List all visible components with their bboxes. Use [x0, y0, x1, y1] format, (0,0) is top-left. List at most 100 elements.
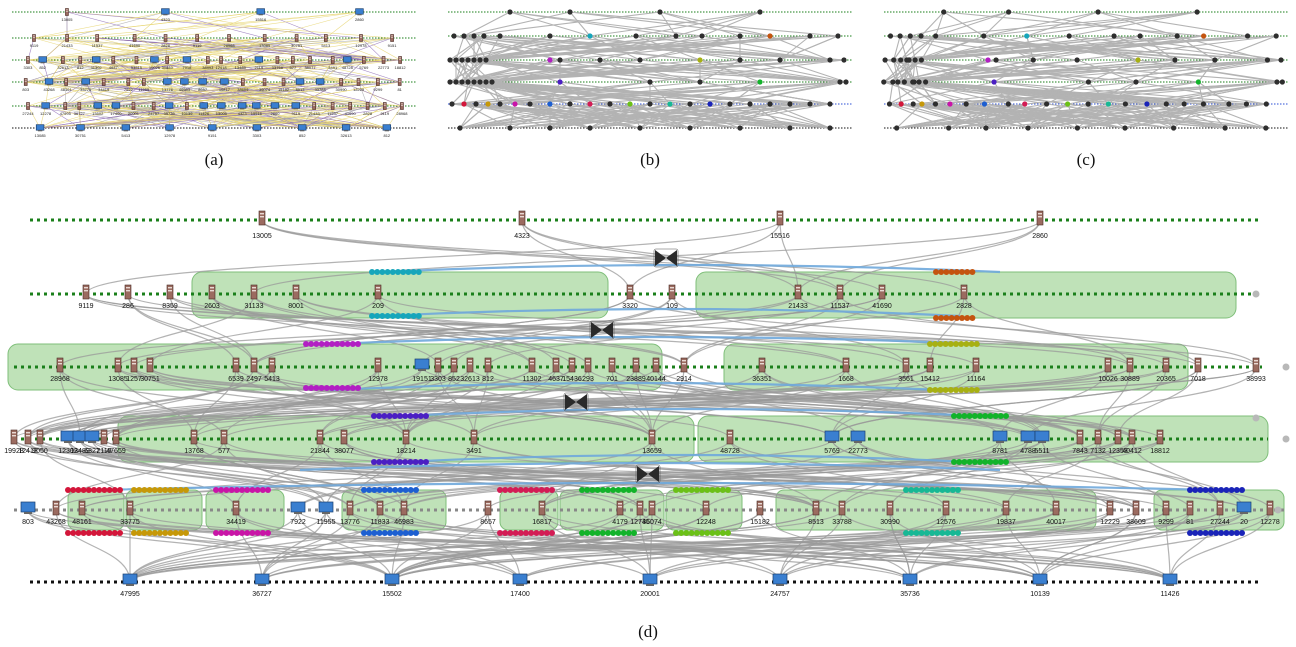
server-slot: [192, 435, 196, 437]
server-slot: [391, 37, 394, 38]
node-label: 15502: [382, 591, 402, 598]
edge: [203, 81, 265, 107]
server-slot: [185, 105, 188, 106]
server-body: [1162, 357, 1170, 373]
edge: [349, 438, 1029, 511]
edge: [857, 438, 1271, 511]
node: [1278, 57, 1284, 63]
server-slot: [295, 37, 298, 38]
server-slot: [404, 432, 408, 434]
edge: [197, 37, 401, 61]
server-slot: [135, 59, 138, 60]
chain-node: [106, 530, 113, 536]
chain-node: [913, 530, 920, 536]
edge: [325, 11, 360, 39]
chain-node: [512, 530, 519, 536]
node: [1137, 33, 1143, 39]
edge: [514, 81, 847, 105]
node: [1006, 9, 1012, 15]
monitor-stand: [256, 62, 262, 64]
edge: [65, 81, 104, 107]
server-slot: [220, 59, 223, 60]
node-label: 577: [218, 448, 230, 455]
chain-node: [244, 487, 251, 493]
node: [459, 79, 465, 85]
edge: [386, 105, 403, 129]
computer-icon: [217, 102, 226, 110]
server-icon: [926, 357, 934, 373]
edge: [129, 509, 405, 583]
server-slot: [1218, 506, 1222, 508]
server-slot: [962, 287, 966, 289]
server-icon: [241, 78, 245, 86]
server-slot: [586, 363, 590, 365]
edge: [27, 81, 321, 107]
node: [512, 101, 518, 107]
colored-chain: [303, 341, 361, 347]
node-label: 13659: [642, 448, 662, 455]
chain-node: [953, 387, 959, 393]
edge: [629, 219, 781, 295]
node-label: 21433: [309, 111, 321, 116]
edge: [65, 81, 359, 107]
node-label: 5413: [121, 133, 131, 138]
edge: [129, 509, 843, 583]
server-slot: [1254, 363, 1258, 365]
server-slot: [61, 57, 64, 59]
server-slot: [840, 503, 844, 505]
chain-node: [349, 385, 356, 391]
edge: [619, 438, 1119, 511]
server-body: [1076, 429, 1084, 445]
server-body: [330, 56, 335, 64]
chain-node: [589, 487, 596, 493]
server-slot: [376, 290, 380, 292]
edge: [25, 59, 364, 83]
edge: [487, 293, 965, 368]
server-body: [294, 34, 299, 42]
edge: [1124, 103, 1230, 129]
monitor-stand: [272, 108, 278, 110]
edge: [277, 59, 301, 83]
edge: [85, 219, 781, 295]
chain-node: [1239, 487, 1245, 493]
computer-icon: [1162, 573, 1178, 586]
server-icon: [112, 429, 120, 445]
edge: [167, 81, 243, 107]
server-icon: [376, 500, 384, 516]
chain-node: [959, 315, 965, 321]
server-body: [1002, 500, 1010, 516]
chain-node: [955, 530, 961, 536]
chain-node: [228, 487, 235, 493]
server-slot: [26, 57, 29, 59]
edge: [134, 37, 188, 61]
chain-node: [410, 313, 417, 319]
edge: [463, 35, 481, 61]
edge: [319, 438, 405, 511]
edge: [59, 293, 799, 368]
node: [1243, 101, 1250, 107]
server-slot: [399, 59, 402, 60]
edge: [127, 293, 255, 368]
node-label: 38609: [1126, 519, 1146, 526]
node-label: 293: [582, 376, 594, 383]
node-label: 43268: [43, 87, 55, 92]
server-body: [23, 78, 28, 86]
node-label: 6539: [228, 376, 244, 383]
server-slot: [472, 435, 476, 437]
server-body: [434, 357, 442, 373]
edge: [1169, 509, 1271, 583]
server-body: [262, 34, 267, 42]
server-slot: [58, 360, 62, 362]
server-icon: [165, 56, 169, 64]
node: [1122, 125, 1128, 131]
node-label: 10139: [181, 111, 193, 116]
node-label: 13085: [108, 376, 128, 383]
server-slot: [196, 35, 199, 37]
server-icon: [132, 34, 137, 42]
server-slot: [540, 506, 544, 508]
edge: [297, 509, 393, 583]
edge: [48, 59, 64, 83]
chain-node: [937, 387, 944, 393]
node-label: 13005: [61, 17, 73, 22]
colored-chain: [933, 269, 976, 275]
